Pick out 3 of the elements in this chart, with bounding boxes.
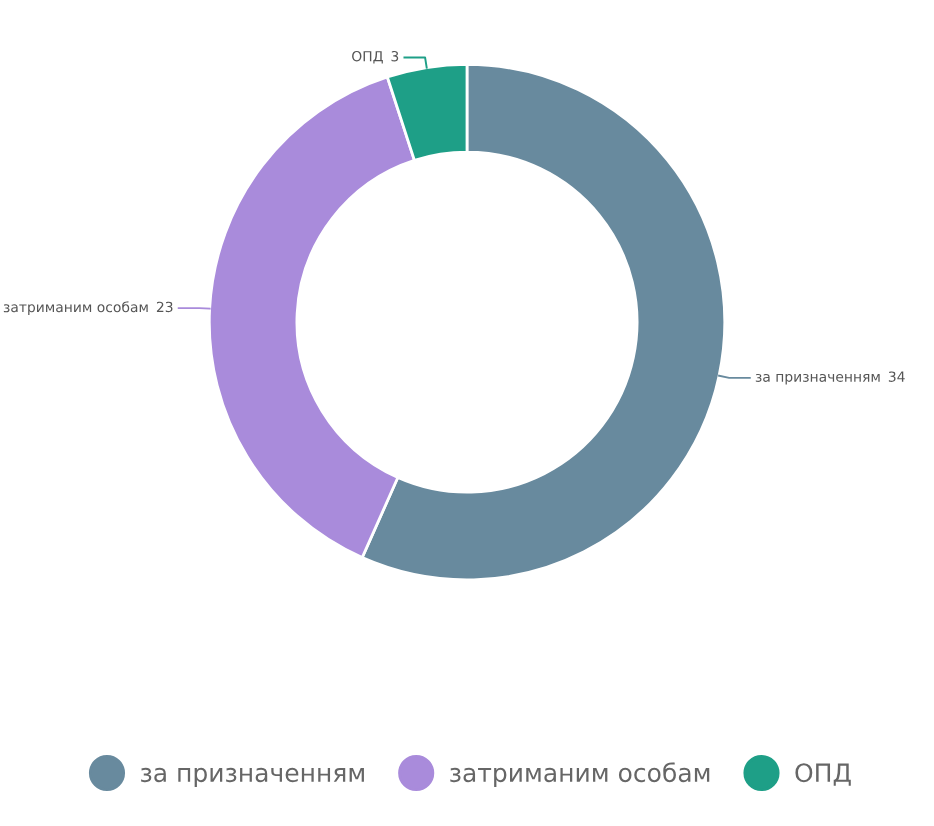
legend-label: за призначенням <box>141 767 364 787</box>
legend-label: ОПД <box>795 763 851 786</box>
legend-label: затриманим особам <box>450 762 710 787</box>
